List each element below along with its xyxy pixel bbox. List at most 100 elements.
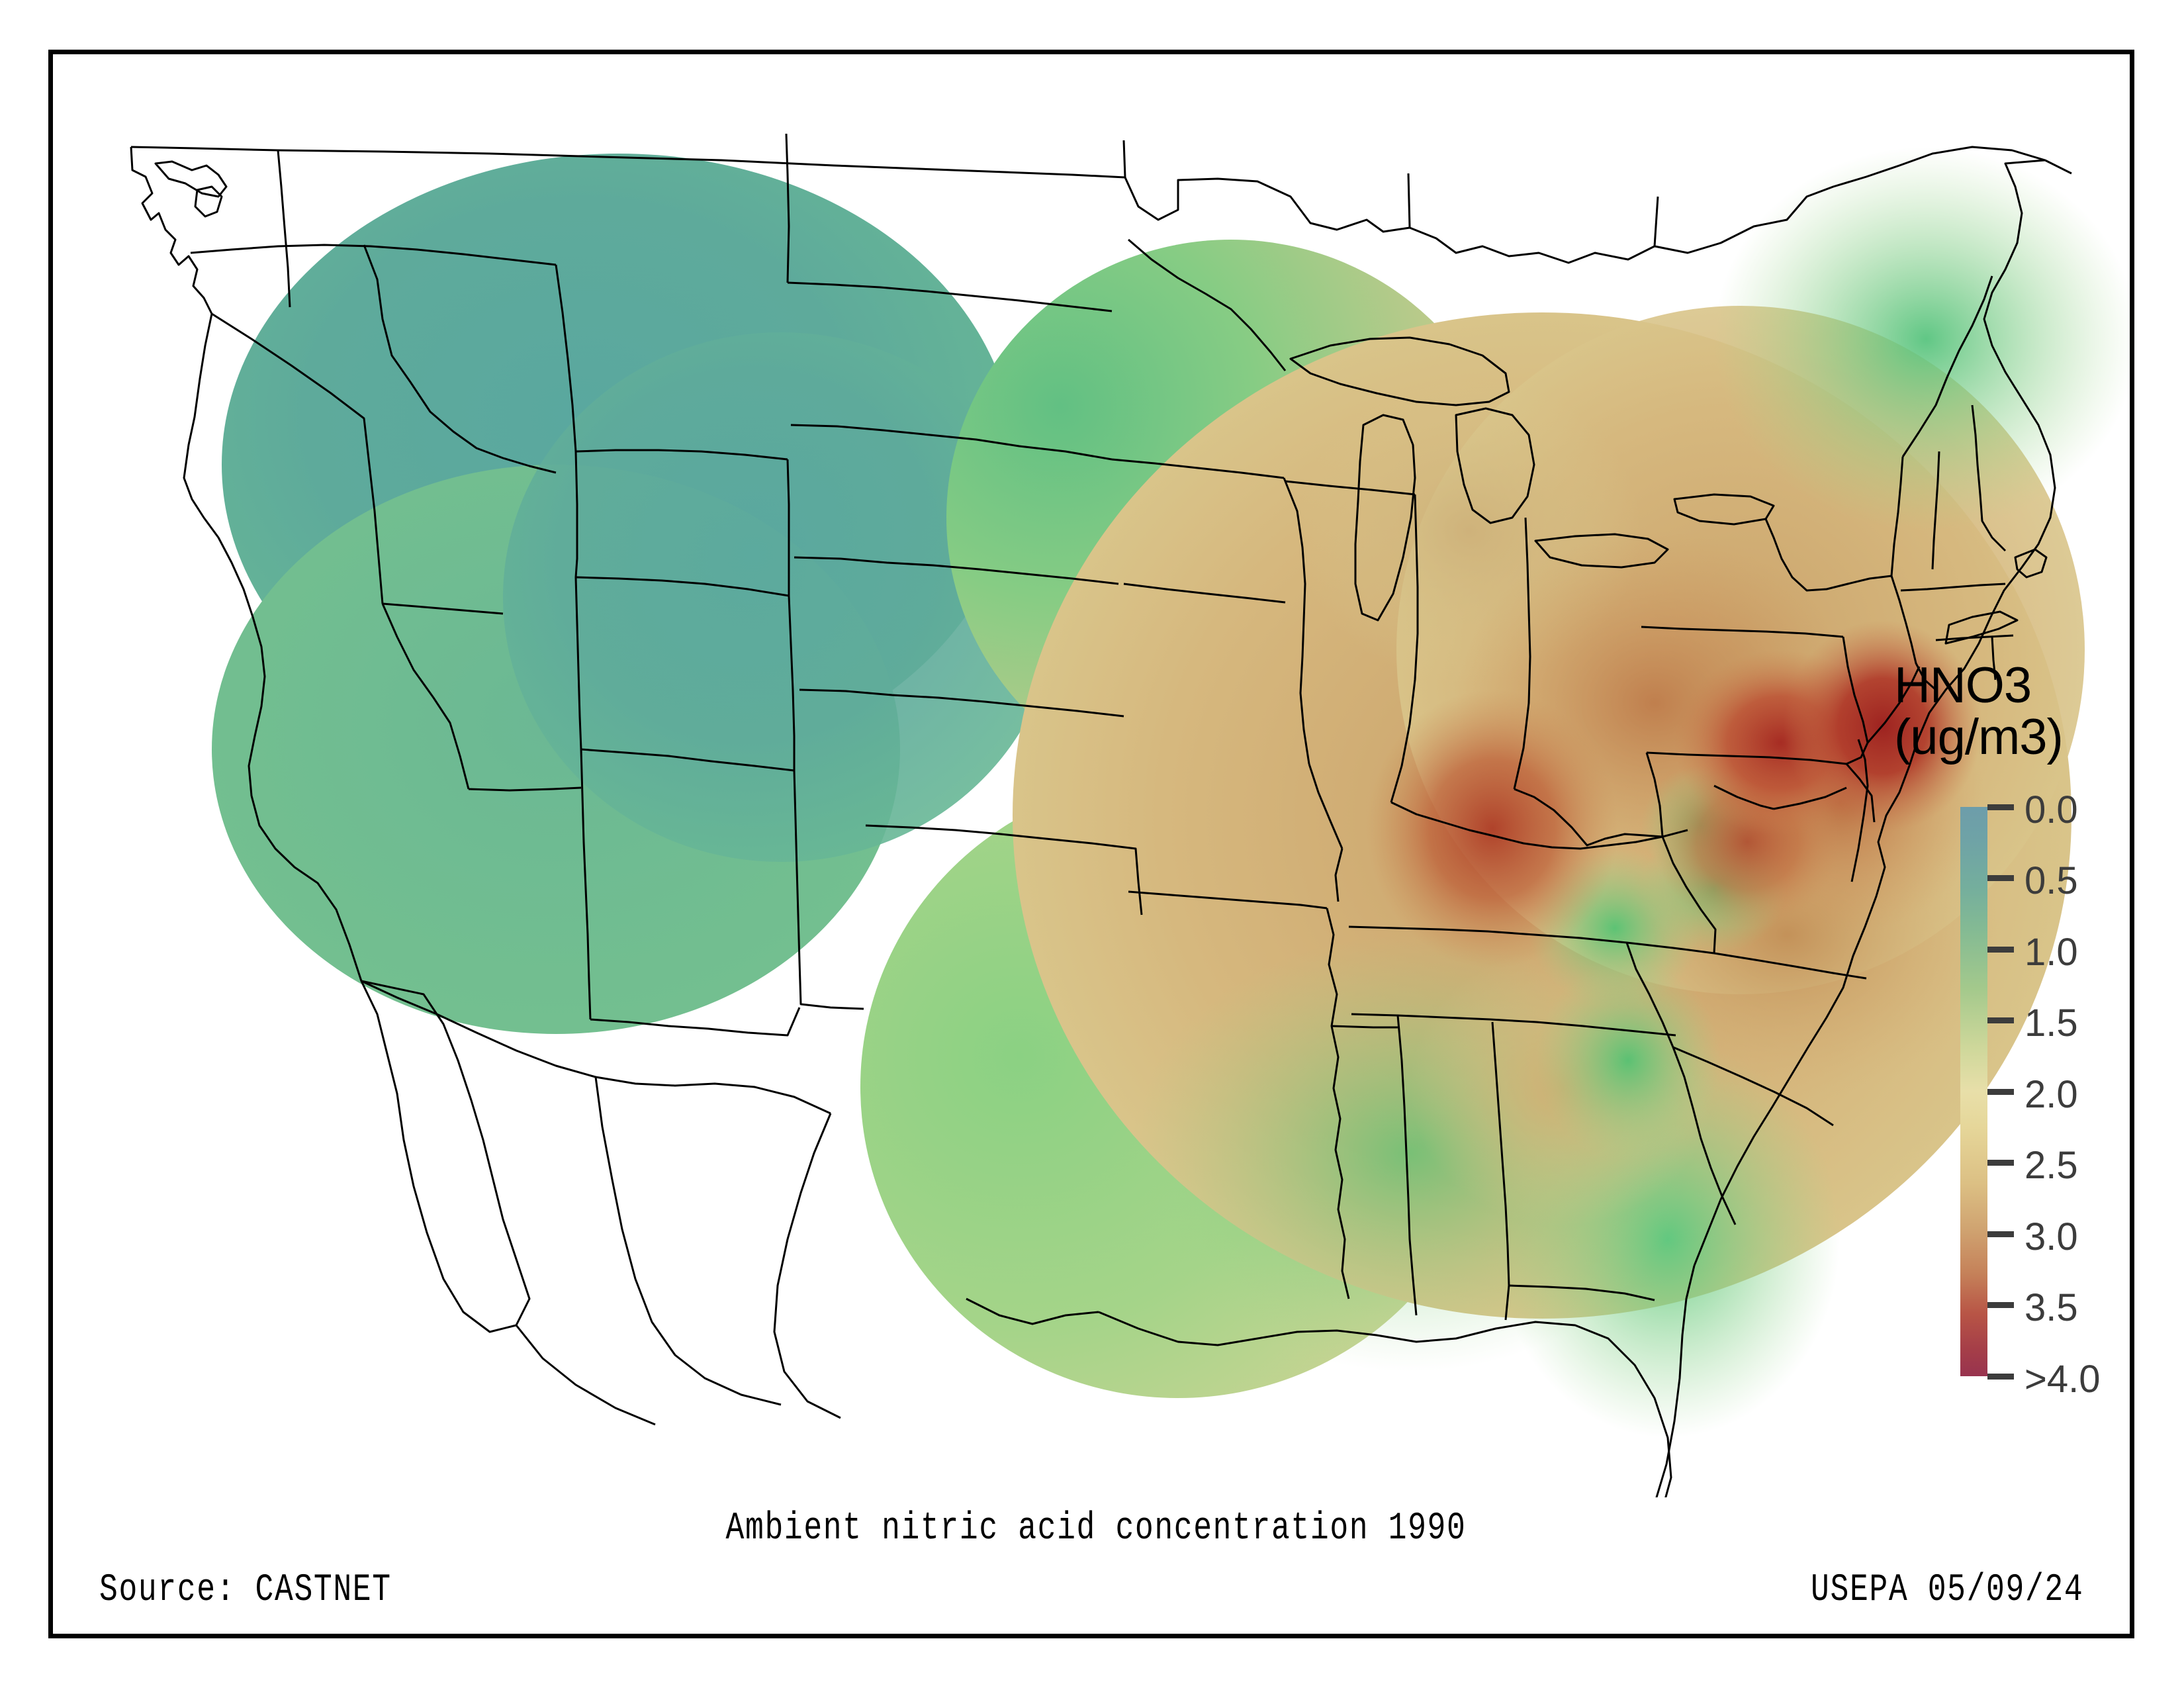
- tick-label: 3.0: [2025, 1215, 2078, 1258]
- atlantic-coast: [1693, 159, 2056, 1266]
- lake-huron: [1455, 407, 1535, 524]
- wy-east: [786, 459, 790, 596]
- wi-il-border: [1285, 480, 1416, 496]
- canada-prov2: [1122, 140, 1126, 178]
- ms-river-upper: [1334, 848, 1343, 902]
- colorbar-legend: HNO3 (ug/m3) 0.0 0.5 1.0 1.5: [1894, 660, 2146, 1441]
- mexico-coast: [773, 1113, 841, 1419]
- hotspot-indiana: [1367, 690, 1618, 968]
- sc-ga-border: [1672, 1047, 1737, 1225]
- tick-label: 1.5: [2025, 1002, 2078, 1045]
- nm-az-south: [590, 1007, 801, 1037]
- wy-west: [575, 449, 788, 461]
- ky-tn-border: [1348, 925, 1715, 955]
- oh-river: [1390, 801, 1688, 850]
- chesapeake-bay: [1850, 739, 1869, 882]
- nc-sc-border: [1672, 1046, 1834, 1127]
- nc-tn-border: [1625, 942, 1674, 1048]
- canada-prov3: [1407, 173, 1411, 228]
- nv-ut-border: [382, 602, 504, 615]
- west-coast: [183, 313, 363, 982]
- puget-detail: [194, 185, 223, 218]
- colorbar-wrap: 0.0 0.5 1.0 1.5 2.0 2.5: [1960, 788, 2146, 1401]
- ny-east: [1890, 575, 1936, 691]
- il-mo-border: [1308, 763, 1343, 849]
- fl-ga-border: [1508, 1284, 1655, 1301]
- mo-ar-border: [1128, 890, 1328, 910]
- mn-ia-border: [1111, 458, 1285, 479]
- al-ga-border: [1491, 1021, 1510, 1321]
- tick-label: 2.0: [2025, 1073, 2078, 1116]
- nm-tx-border: [793, 770, 864, 1010]
- ks-ok-border: [799, 688, 1124, 718]
- figure-frame: HNO3 (ug/m3) 0.0 0.5 1.0 1.5: [48, 50, 2138, 1638]
- ne-ks-border: [794, 556, 1119, 585]
- id-mt-border: [363, 244, 557, 474]
- mt-wy-border: [555, 264, 577, 452]
- tick-mark: [1987, 947, 2014, 953]
- tick-label: 0.0: [2025, 788, 2078, 831]
- co-east: [788, 595, 796, 771]
- colorbar-gradient: [1960, 807, 1987, 1376]
- tick-label: 3.5: [2025, 1286, 2078, 1329]
- state-borders-west2: [190, 244, 557, 266]
- lake-michigan: [1354, 414, 1416, 622]
- tick-mark: [1987, 1160, 2014, 1166]
- long-island: [1944, 610, 2019, 645]
- pa-ny-border: [1641, 626, 1844, 638]
- ut-az-border: [468, 786, 582, 792]
- vancouver-island: [154, 160, 228, 198]
- legend-title-line2: (ug/m3): [1894, 708, 2064, 765]
- tn-ms-al-border: [1351, 1013, 1676, 1037]
- florida-east: [1655, 1265, 1696, 1497]
- ny-north: [1764, 518, 1892, 592]
- gulf-coast: [1098, 1311, 1672, 1497]
- tick-label: 0.5: [2025, 859, 2078, 902]
- il-in-border: [1390, 494, 1419, 803]
- map-canvas: [53, 54, 2139, 1497]
- va-wv-inner: [1713, 784, 1774, 810]
- tick-mark: [1987, 1231, 2014, 1237]
- tick-label: 2.5: [2025, 1144, 2078, 1187]
- mexico-interior: [594, 1076, 782, 1406]
- baja-outline: [360, 980, 531, 1333]
- cape-cod: [2014, 548, 2048, 579]
- vt-nh-border: [1931, 451, 1940, 570]
- lake-superior: [1289, 336, 1510, 406]
- ny-vt-border: [1890, 456, 1904, 577]
- ms-al-border: [1396, 1015, 1418, 1316]
- va-nc-border: [1713, 952, 1867, 980]
- ut-co-border: [574, 451, 582, 750]
- mt-nd-border: [786, 173, 790, 283]
- canada-prov1: [785, 133, 789, 174]
- tick-mark: [1987, 875, 2014, 881]
- mn-wi-border: [1128, 238, 1287, 371]
- concentration-field: [212, 147, 2138, 1438]
- tick-label: >4.0: [2025, 1358, 2101, 1401]
- lake-erie: [1534, 533, 1669, 569]
- canada-border: [130, 146, 1126, 179]
- md-va-border: [1773, 786, 1847, 810]
- md-de-border: [1845, 763, 1876, 823]
- field-green-newengland: [1714, 147, 2138, 531]
- az-nm-border: [580, 749, 592, 1020]
- pacific-coast: [130, 146, 213, 314]
- nj-ny-border: [1866, 666, 1921, 743]
- ct-ma-border: [1935, 634, 2014, 641]
- ia-mo-border: [1123, 583, 1286, 604]
- legend-title-line1: HNO3: [1894, 657, 2032, 714]
- tick-mark: [1987, 1302, 2014, 1308]
- tick-label: 1.0: [2025, 931, 2078, 974]
- wy-south: [575, 576, 790, 597]
- tick-mark: [1987, 1089, 2014, 1095]
- la-ar-border: [1331, 1025, 1398, 1029]
- ct-ri-border: [1991, 636, 1997, 680]
- ia-il-border: [1283, 477, 1310, 765]
- ca-az-border: [381, 603, 470, 790]
- mexico-interior2: [515, 1325, 656, 1426]
- canada-maine-border: [1901, 275, 1993, 457]
- choropleth-map: [130, 133, 2138, 1497]
- tick-mark: [1987, 1017, 2014, 1023]
- pa-east-border: [1842, 636, 1869, 765]
- field-green-tennessee: [1535, 961, 1721, 1160]
